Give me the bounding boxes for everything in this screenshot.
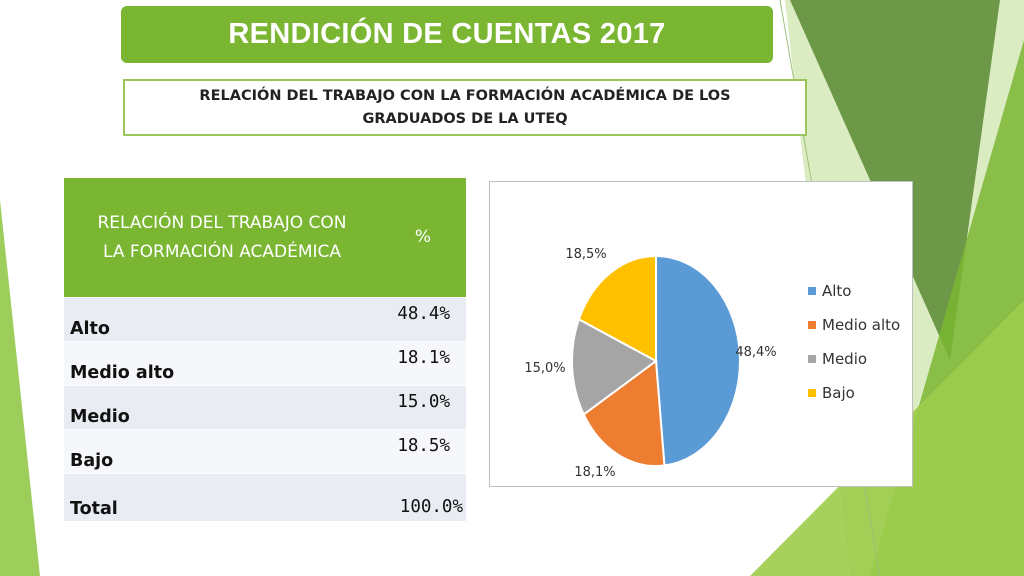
table-header-row: RELACIÓN DEL TRABAJO CON LA FORMACIÓN AC… xyxy=(64,178,466,298)
legend-label: Medio xyxy=(822,350,868,368)
pie-data-label: 48,4% xyxy=(735,345,776,360)
pie-data-label: 18,5% xyxy=(565,247,606,262)
title-banner: RENDICIÓN DE CUENTAS 2017 xyxy=(121,6,773,63)
chart-legend: Alto Medio alto Medio Bajo xyxy=(808,274,900,410)
page-title: RENDICIÓN DE CUENTAS 2017 xyxy=(228,18,666,50)
table-total-row: Total 100.0% xyxy=(64,473,466,521)
subtitle-line-1: RELACIÓN DEL TRABAJO CON LA FORMACIÓN AC… xyxy=(199,87,731,104)
row-label: Alto xyxy=(64,297,380,342)
legend-item-alto: Alto xyxy=(808,274,900,308)
subtitle-box: RELACIÓN DEL TRABAJO CON LA FORMACIÓN AC… xyxy=(123,79,807,136)
legend-swatch xyxy=(808,287,816,295)
legend-label: Alto xyxy=(822,282,852,300)
legend-label: Bajo xyxy=(822,384,855,402)
bg-shape-right-dark xyxy=(790,0,1000,360)
row-label: Medio xyxy=(64,385,380,430)
bg-shape-left xyxy=(0,200,40,576)
legend-item-medio: Medio xyxy=(808,342,900,376)
total-value: 100.0% xyxy=(380,473,466,521)
table-row: Medio 15.0% xyxy=(64,385,466,430)
pie-slice-medio-alto xyxy=(582,359,666,467)
header-label-line-1: RELACIÓN DEL TRABAJO CON xyxy=(97,212,347,233)
pie-chart-svg: 48,4% 18,1% 15,0% 18,5% xyxy=(524,247,776,480)
legend-swatch xyxy=(808,389,816,397)
data-table: RELACIÓN DEL TRABAJO CON LA FORMACIÓN AC… xyxy=(64,178,466,521)
pie-slice-medio xyxy=(571,317,658,416)
legend-swatch xyxy=(808,355,816,363)
header-label-line-2: LA FORMACIÓN ACADÉMICA xyxy=(102,241,342,262)
row-value: 15.0% xyxy=(380,385,466,430)
subtitle-line-2: GRADUADOS DE LA UTEQ xyxy=(362,110,568,127)
pie-slice-alto xyxy=(655,254,741,467)
legend-swatch xyxy=(808,321,816,329)
pie-slice-bajo xyxy=(577,254,657,363)
legend-label: Medio alto xyxy=(822,316,901,334)
pie-chart: 48,4% 18,1% 15,0% 18,5% Alto Medio alto Med… xyxy=(489,181,913,487)
subtitle-text: RELACIÓN DEL TRABAJO CON LA FORMACIÓN AC… xyxy=(165,85,765,131)
row-value: 18.1% xyxy=(380,341,466,386)
legend-item-medio-alto: Medio alto xyxy=(808,308,900,342)
legend-item-bajo: Bajo xyxy=(808,376,900,410)
pie-data-label: 15,0% xyxy=(524,361,565,376)
table-header-percent: % xyxy=(380,178,466,298)
row-value: 48.4% xyxy=(380,297,466,342)
pie-data-label: 18,1% xyxy=(574,465,615,480)
table-row: Medio alto 18.1% xyxy=(64,341,466,386)
table-header-label: RELACIÓN DEL TRABAJO CON LA FORMACIÓN AC… xyxy=(64,178,380,298)
row-label: Medio alto xyxy=(64,341,380,386)
row-value: 18.5% xyxy=(380,429,466,474)
table-row: Bajo 18.5% xyxy=(64,429,466,474)
row-label: Bajo xyxy=(64,429,380,474)
total-label: Total xyxy=(64,473,380,521)
table-row: Alto 48.4% xyxy=(64,297,466,342)
